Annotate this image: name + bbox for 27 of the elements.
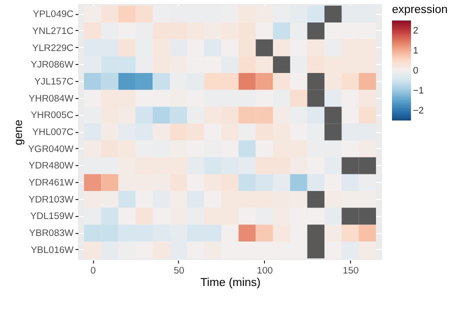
- x-tick-label: 150: [342, 266, 359, 276]
- y-tick-label: YDL159W: [30, 211, 74, 222]
- y-tick-label: YPL049C: [32, 9, 74, 20]
- y-tick-label: YHR084W: [28, 93, 74, 104]
- color-bar-label: −1: [413, 86, 424, 96]
- x-tick-label: 100: [256, 266, 273, 276]
- x-tick-label: 50: [174, 266, 184, 276]
- y-axis-title: gene: [13, 120, 26, 146]
- y-tick-label: YJR086W: [30, 60, 74, 71]
- color-bar-title: expression: [392, 4, 448, 16]
- y-tick-label: YBR083W: [29, 228, 74, 240]
- x-axis-title: Time (mins): [200, 277, 261, 289]
- y-tick-label: YHL007C: [32, 127, 74, 138]
- y-tick-label: YLR229C: [32, 42, 74, 54]
- color-bar-label: −2: [413, 106, 424, 116]
- y-tick-label: YHR005C: [30, 110, 74, 122]
- x-tick-label: 0: [90, 266, 96, 276]
- y-tick-label: YJL157C: [34, 76, 74, 88]
- color-bar-label: 1: [413, 46, 418, 56]
- y-tick-label: YDR103W: [28, 194, 74, 206]
- y-tick-label: YGR040W: [28, 144, 74, 155]
- color-bar-label: 0: [413, 66, 418, 76]
- y-tick-label: YNL271C: [32, 26, 74, 37]
- y-tick-label: YDR461W: [28, 178, 74, 189]
- y-tick-label: YBL016W: [30, 244, 74, 256]
- y-tick-label: YDR480W: [28, 160, 74, 172]
- color-bar-label: 2: [413, 26, 418, 36]
